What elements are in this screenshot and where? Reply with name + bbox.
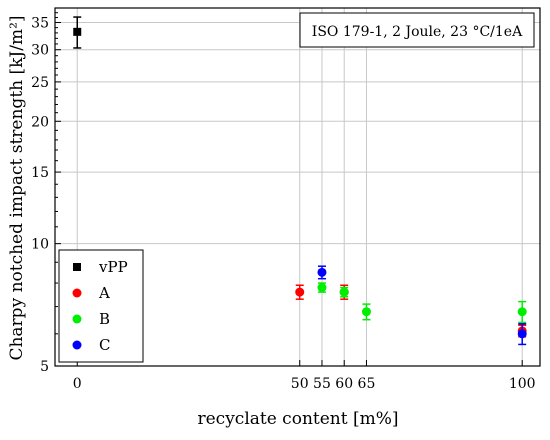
data-point-B <box>361 307 371 317</box>
legend-label: vPP <box>98 258 128 276</box>
annotation-text: ISO 179-1, 2 Joule, 23 °C/1eA <box>312 24 523 40</box>
y-tick-label: 15 <box>31 165 49 181</box>
x-tick-label: 60 <box>335 376 353 392</box>
legend-label: A <box>98 284 110 302</box>
y-tick-label: 20 <box>31 114 49 130</box>
data-point-vPP <box>73 27 82 36</box>
data-point-B <box>317 283 327 293</box>
data-point-A <box>295 287 305 297</box>
data-point-B <box>517 307 527 317</box>
legend: vPP ABC <box>58 249 144 363</box>
legend-marker <box>73 263 81 271</box>
x-tick-label: 100 <box>509 376 536 392</box>
y-tick-label: 30 <box>31 43 49 59</box>
data-points <box>73 16 527 346</box>
legend-label: C <box>99 336 110 354</box>
annotation-box: ISO 179-1, 2 Joule, 23 °C/1eA <box>299 12 535 48</box>
legend-marker <box>72 340 82 350</box>
y-tick-label: 5 <box>40 359 49 375</box>
y-tick-label: 25 <box>31 75 49 91</box>
axes: 0 50 55 60 65 100 5 10 15 20 25 30 35 <box>31 7 541 392</box>
x-tick-label: 65 <box>358 376 376 392</box>
x-tick-label: 0 <box>73 376 82 392</box>
y-axis-label: Charpy notched impact strength [kJ/m²] <box>7 15 27 360</box>
plot-frame <box>54 7 541 367</box>
y-tick-label: 10 <box>31 237 49 253</box>
data-point-B <box>339 287 349 297</box>
legend-label: B <box>99 310 110 328</box>
legend-marker <box>72 288 82 298</box>
data-point-C <box>517 329 527 339</box>
x-tick-label: 50 <box>291 376 309 392</box>
legend-marker <box>72 314 82 324</box>
data-point-C <box>317 267 327 277</box>
y-tick-label: 35 <box>31 16 49 32</box>
x-axis-label: recyclate content [m%] <box>197 409 398 429</box>
x-tick-label: 55 <box>313 376 331 392</box>
